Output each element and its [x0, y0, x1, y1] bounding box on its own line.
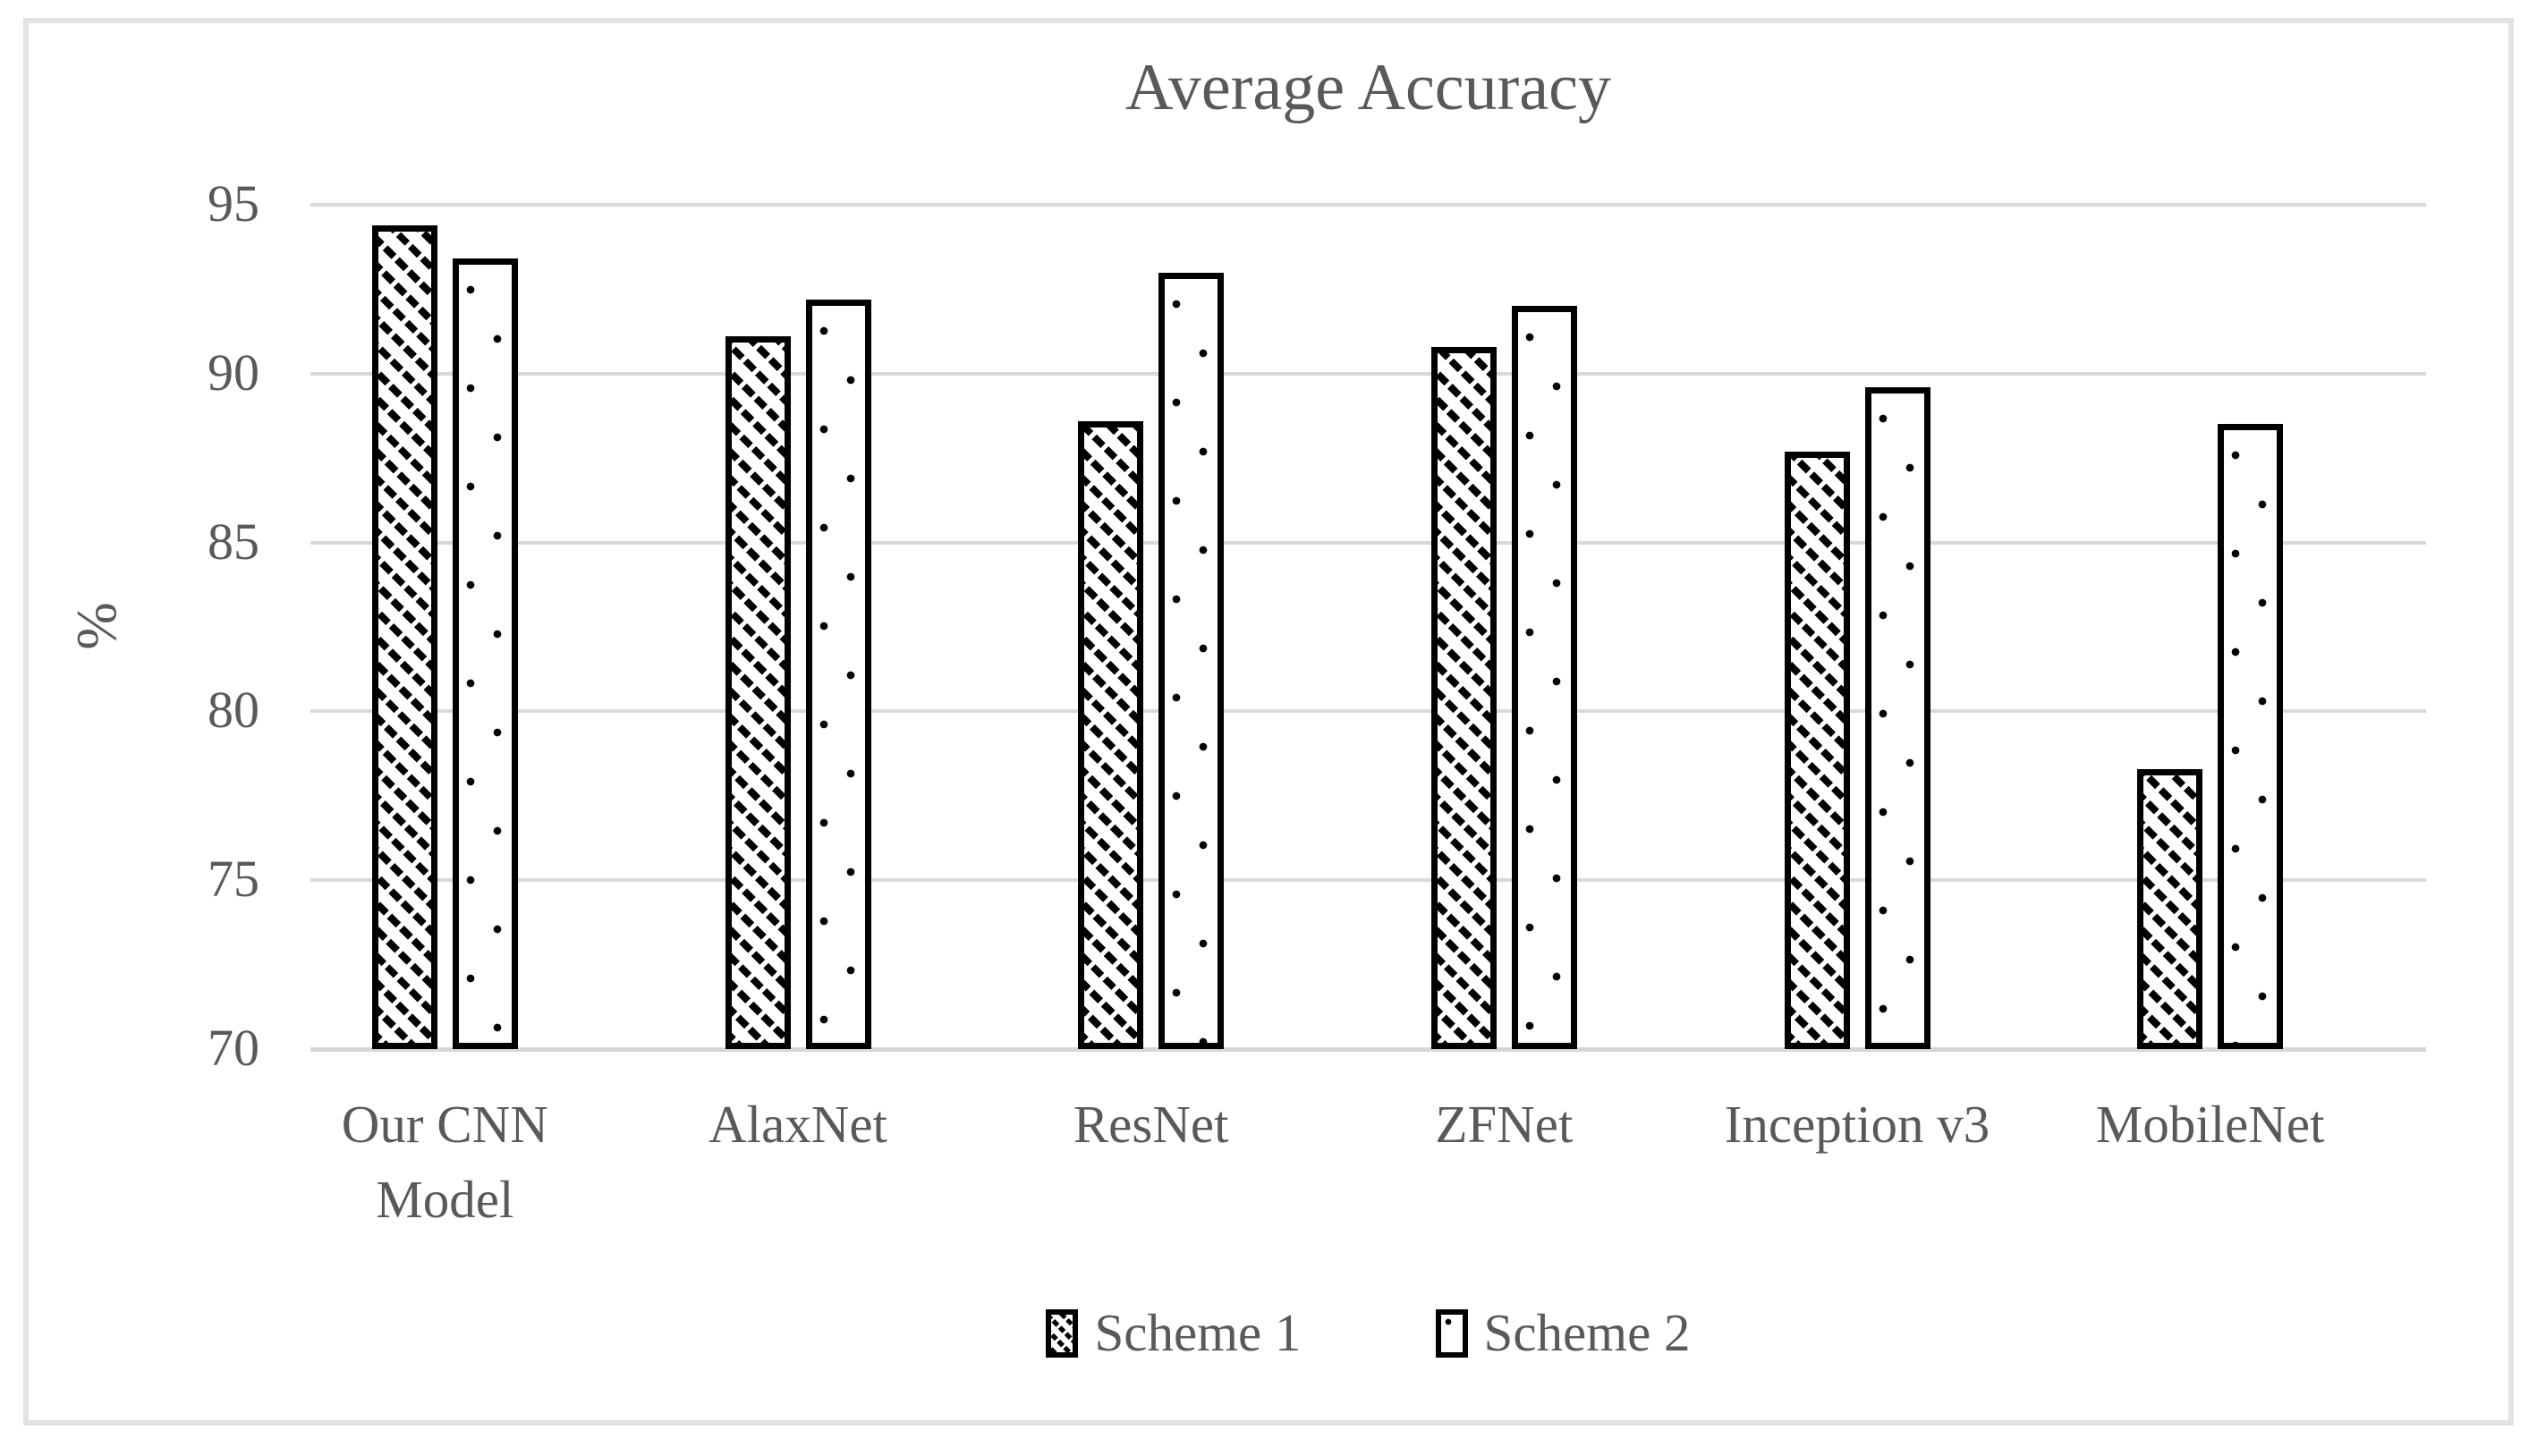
- bar-scheme-1-our-cnn-model: [371, 225, 437, 1049]
- bar-scheme-1-inception-v3: [1784, 452, 1850, 1049]
- gridline-75: [310, 878, 2426, 883]
- bar-scheme-1-zfnet: [1430, 347, 1497, 1049]
- gridline-90: [310, 371, 2426, 376]
- gridline-80: [310, 709, 2426, 714]
- category-label-resnet: ResNet: [974, 1088, 1328, 1238]
- bar-group-mobilenet: [2033, 205, 2387, 1049]
- bar-scheme-2-alaxnet: [805, 300, 871, 1049]
- y-tick-70: 70: [208, 1019, 259, 1078]
- category-label-inception-v3: Inception v3: [1681, 1088, 2034, 1238]
- category-label-zfnet: ZFNet: [1328, 1088, 1681, 1238]
- figure-border: [23, 18, 2514, 1426]
- category-label-text: ZFNet: [1435, 1095, 1574, 1154]
- bars-row: [268, 205, 2387, 1049]
- category-label-text: AlaxNet: [708, 1095, 887, 1154]
- bar-scheme-1-mobilenet: [2137, 769, 2203, 1049]
- legend-item-scheme-2: Scheme 2: [1435, 1302, 1691, 1364]
- plot-area: [310, 203, 2426, 1052]
- bar-group-resnet: [974, 205, 1328, 1049]
- legend: Scheme 1 Scheme 2: [310, 1302, 2426, 1364]
- category-label-text: MobileNet: [2095, 1095, 2325, 1154]
- bar-scheme-2-resnet: [1158, 273, 1225, 1049]
- bar-group-inception-v3: [1681, 205, 2034, 1049]
- category-label-mobilenet: MobileNet: [2033, 1088, 2387, 1238]
- y-tick-95: 95: [208, 174, 259, 233]
- category-label-text: Our CNN Model: [341, 1095, 548, 1229]
- bar-scheme-2-our-cnn-model: [452, 258, 518, 1049]
- legend-label: Scheme 2: [1483, 1303, 1691, 1362]
- gridline-95: [310, 203, 2426, 207]
- x-axis-category-labels: Our CNN Model AlaxNet ResNet ZFNet Inception…: [268, 1088, 2387, 1238]
- bar-group-our-cnn-model: [268, 205, 622, 1049]
- y-tick-85: 85: [208, 512, 259, 571]
- category-label-alaxnet: AlaxNet: [622, 1088, 975, 1238]
- y-tick-75: 75: [208, 850, 259, 909]
- category-label-text: ResNet: [1073, 1095, 1229, 1154]
- bar-scheme-1-resnet: [1078, 421, 1144, 1049]
- bar-scheme-2-zfnet: [1511, 306, 1577, 1049]
- bar-group-zfnet: [1328, 205, 1681, 1049]
- y-tick-80: 80: [208, 681, 259, 740]
- bar-scheme-1-alaxnet: [725, 336, 791, 1049]
- legend-item-scheme-1: Scheme 1: [1046, 1302, 1302, 1364]
- bar-scheme-2-mobilenet: [2218, 424, 2284, 1049]
- legend-swatch-dots-icon: [1435, 1308, 1468, 1358]
- y-tick-90: 90: [208, 343, 259, 402]
- category-label-text: Inception v3: [1724, 1095, 1990, 1154]
- category-label-our-cnn-model: Our CNN Model: [268, 1088, 622, 1238]
- legend-label: Scheme 1: [1094, 1303, 1302, 1362]
- chart-title: Average Accuracy: [1124, 51, 1611, 124]
- x-axis-line: [310, 1047, 2426, 1052]
- gridline-85: [310, 540, 2426, 545]
- legend-swatch-diagonal-hatch-icon: [1046, 1308, 1079, 1358]
- bar-group-alaxnet: [622, 205, 975, 1049]
- y-axis-ticks: 95 90 85 80 75 70: [116, 174, 259, 1077]
- bar-scheme-2-inception-v3: [1864, 387, 1930, 1049]
